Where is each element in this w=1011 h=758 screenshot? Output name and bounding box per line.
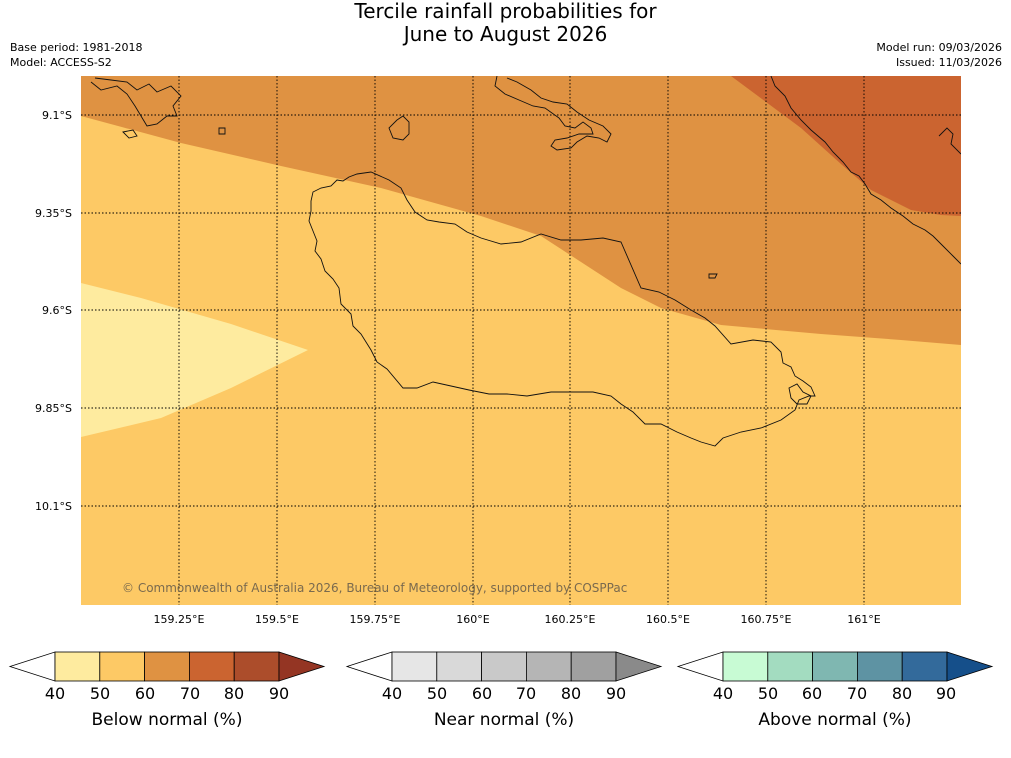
- coastline-guadalcanal: [308, 171, 816, 447]
- legend-below-box-1: [54, 651, 101, 682]
- legend-near-box-4: [526, 651, 572, 682]
- meta-left: Base period: 1981-2018 Model: ACCESS-S2: [10, 40, 142, 70]
- legend-near-tick-90: 90: [605, 684, 627, 703]
- legend-below-tick-90: 90: [268, 684, 290, 703]
- legend-above-lower-extend: [676, 651, 724, 682]
- lat-label-2: 9.35°S: [35, 207, 72, 220]
- legend-above-tick-40: 40: [712, 684, 734, 703]
- legend-below-box-3: [144, 651, 190, 682]
- legend-near-tick-40: 40: [381, 684, 403, 703]
- lon-label-8: 161°E: [847, 613, 881, 626]
- legend-below-tick-60: 60: [134, 684, 156, 703]
- lon-label-7: 160.75°E: [740, 613, 792, 626]
- lon-label-1: 159.25°E: [153, 613, 205, 626]
- coastline-islet-2: [218, 127, 226, 135]
- legend-near-lower-extend: [345, 651, 393, 682]
- legend-near-tick-70: 70: [515, 684, 537, 703]
- legend-title-near: Near normal (%): [433, 710, 575, 730]
- title-line-2: June to August 2026: [403, 22, 608, 46]
- title-line-1: Tercile rainfall probabilities for: [354, 0, 657, 23]
- legend-above-box-5: [901, 651, 948, 682]
- legend-below-upper-extend: [278, 651, 326, 682]
- legend-above-box-4: [857, 651, 903, 682]
- lon-label-5: 160.25°E: [544, 613, 596, 626]
- legend-near-box-1: [391, 651, 438, 682]
- legend-near-tick-80: 80: [560, 684, 582, 703]
- probability-map: [81, 76, 961, 605]
- legend-above-tick-50: 50: [757, 684, 779, 703]
- lon-label-4: 160°E: [456, 613, 490, 626]
- chart-title: Tercile rainfall probabilities for June …: [0, 0, 1011, 46]
- coastline-malaita: [770, 76, 961, 265]
- coastline-ngella-west: [90, 77, 182, 127]
- legend-below-tick-70: 70: [179, 684, 201, 703]
- legend-below-box-5: [233, 651, 280, 682]
- region-below-70-80: [731, 76, 961, 216]
- lat-label-1: 9.1°S: [42, 109, 72, 122]
- coastline-florida: [494, 76, 612, 151]
- model-text: Model: ACCESS-S2: [10, 56, 112, 69]
- legend-near-upper-extend: [615, 651, 663, 682]
- coastline-cape-1: [788, 383, 812, 405]
- coastlines: [90, 76, 961, 447]
- gridlines: [81, 76, 961, 605]
- lon-label-3: 159.75°E: [349, 613, 401, 626]
- legend-above-tick-60: 60: [801, 684, 823, 703]
- legend-above-box-1: [722, 651, 769, 682]
- coastline-savo: [388, 115, 410, 141]
- issued-text: Issued: 11/03/2026: [895, 56, 1002, 69]
- base-period-text: Base period: 1981-2018: [10, 41, 143, 54]
- legend-below-box-2: [99, 651, 146, 682]
- legend-above-upper-extend: [946, 651, 994, 682]
- legend-near-box-3: [481, 651, 527, 682]
- lat-label-3: 9.6°S: [42, 304, 72, 317]
- model-run-text: Model run: 09/03/2026: [876, 41, 1002, 54]
- legend-below-tick-40: 40: [44, 684, 66, 703]
- legend-title-above: Above normal (%): [758, 710, 912, 730]
- legend-above-tick-80: 80: [891, 684, 913, 703]
- copyright-notice: © Commonwealth of Australia 2026, Bureau…: [122, 581, 628, 595]
- meta-right: Model run: 09/03/2026 Issued: 11/03/2026: [876, 40, 1002, 70]
- legend-above-tick-90: 90: [935, 684, 957, 703]
- lat-label-4: 9.85°S: [35, 402, 72, 415]
- legend-near-tick-50: 50: [426, 684, 448, 703]
- region-below-40-50: [81, 283, 308, 437]
- legend-near-tick-60: 60: [471, 684, 493, 703]
- lat-label-5: 10.1°S: [35, 500, 72, 513]
- lon-label-6: 160.5°E: [646, 613, 690, 626]
- lon-label-2: 159.5°E: [255, 613, 299, 626]
- legend-below-lower-extend: [8, 651, 56, 682]
- legend-colorbars: [8, 651, 994, 682]
- legend-above-tick-70: 70: [846, 684, 868, 703]
- legend-near-box-2: [436, 651, 482, 682]
- legend-near-box-5: [570, 651, 617, 682]
- legend-title-below: Below normal (%): [91, 710, 243, 730]
- coastline-islet-3: [708, 273, 718, 279]
- legend-below-box-4: [188, 651, 235, 682]
- coastline-cape-2: [938, 127, 961, 155]
- legend-above-box-2: [767, 651, 813, 682]
- region-below-60-70: [81, 76, 961, 345]
- legend-below-tick-50: 50: [89, 684, 111, 703]
- legend-below-tick-80: 80: [223, 684, 245, 703]
- legend-above-box-3: [812, 651, 858, 682]
- coastline-islet-1: [122, 129, 138, 139]
